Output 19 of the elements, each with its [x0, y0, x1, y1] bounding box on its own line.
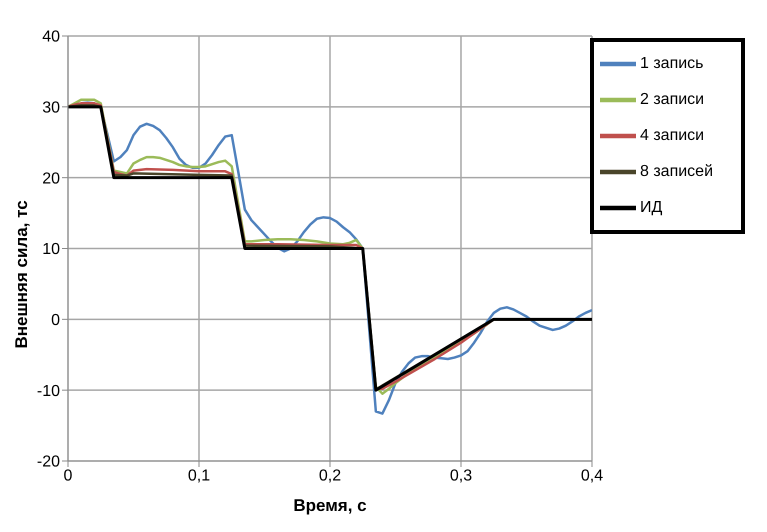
y-tick-label: 20: [42, 170, 60, 188]
x-tick-label: 0,4: [580, 467, 604, 484]
legend-label: 8 записей: [640, 163, 713, 180]
y-tick-label: 0: [51, 312, 60, 330]
legend-label: 2 записи: [640, 91, 704, 108]
x-tick-label: 0: [64, 467, 73, 484]
legend-label: 1 запись: [640, 55, 704, 72]
y-tick-label: 30: [42, 100, 60, 117]
y-tick-label: 10: [42, 241, 60, 258]
legend-label: 4 записи: [640, 127, 704, 144]
x-tick-label: 0,2: [318, 467, 342, 484]
x-tick-label: 0,1: [188, 467, 210, 484]
x-tick-label: 0,3: [450, 467, 472, 484]
legend-label: ИД: [640, 199, 662, 216]
y-tick-label: -10: [36, 382, 60, 400]
x-axis-title: Время, с: [293, 496, 367, 515]
y-tick-label: -20: [36, 454, 60, 471]
y-tick-label: 40: [42, 28, 60, 46]
y-axis-title: Внешняя сила, тс: [12, 200, 32, 348]
